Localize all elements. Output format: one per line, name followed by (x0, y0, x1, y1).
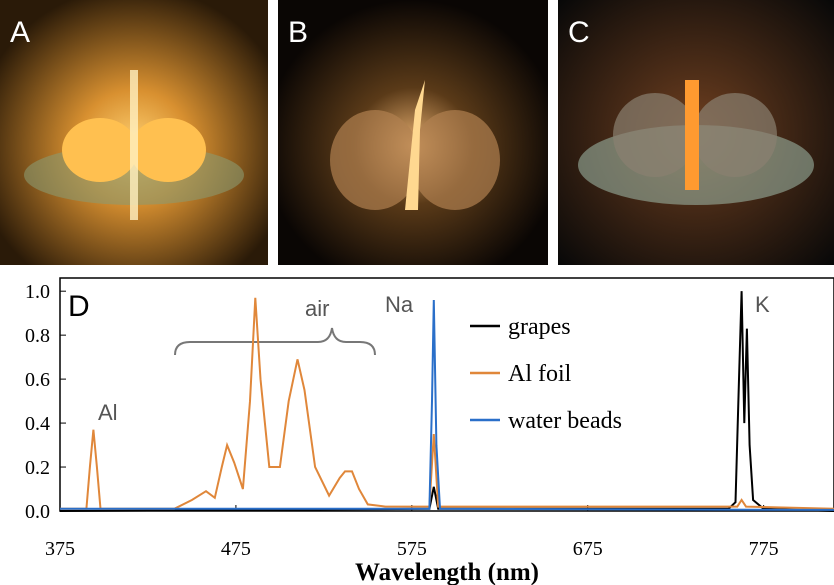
annotation: air (305, 296, 329, 321)
photo-label: A (10, 16, 30, 49)
y-tick-label: 0.4 (25, 413, 50, 435)
photo-c (558, 0, 834, 265)
series-line (60, 299, 834, 511)
legend-label: grapes (508, 314, 571, 340)
x-axis-label: Wavelength (nm) (355, 559, 539, 585)
legend-label: Al foil (508, 361, 572, 387)
y-tick-label: 0.6 (25, 369, 50, 391)
annotation: K (755, 292, 770, 317)
photo-a (0, 0, 268, 265)
photo-b (278, 0, 548, 265)
series-line (59, 291, 834, 512)
photo-label: C (568, 16, 590, 49)
annotation: Al (98, 400, 118, 425)
y-tick-label: 0.8 (25, 325, 50, 347)
x-tick-label: 775 (749, 538, 779, 560)
legend-label: water beads (508, 408, 622, 434)
annotation: Na (385, 292, 414, 317)
photo-label: B (288, 16, 308, 49)
x-tick-label: 375 (45, 538, 75, 560)
x-tick-label: 675 (573, 538, 603, 560)
bracket (174, 327, 376, 356)
y-tick-label: 0.2 (25, 457, 50, 479)
y-tick-label: 1.0 (25, 281, 50, 303)
panel-label: D (68, 290, 90, 323)
series-line (60, 297, 834, 510)
chart: D Wavelength (nm) Al air Na K 0.0 0.2 0.4 0… (25, 277, 834, 585)
plot-frame (59, 277, 834, 512)
x-tick-label: 475 (221, 538, 251, 560)
x-tick-label: 575 (397, 538, 427, 560)
y-tick-label: 0.0 (25, 501, 50, 523)
